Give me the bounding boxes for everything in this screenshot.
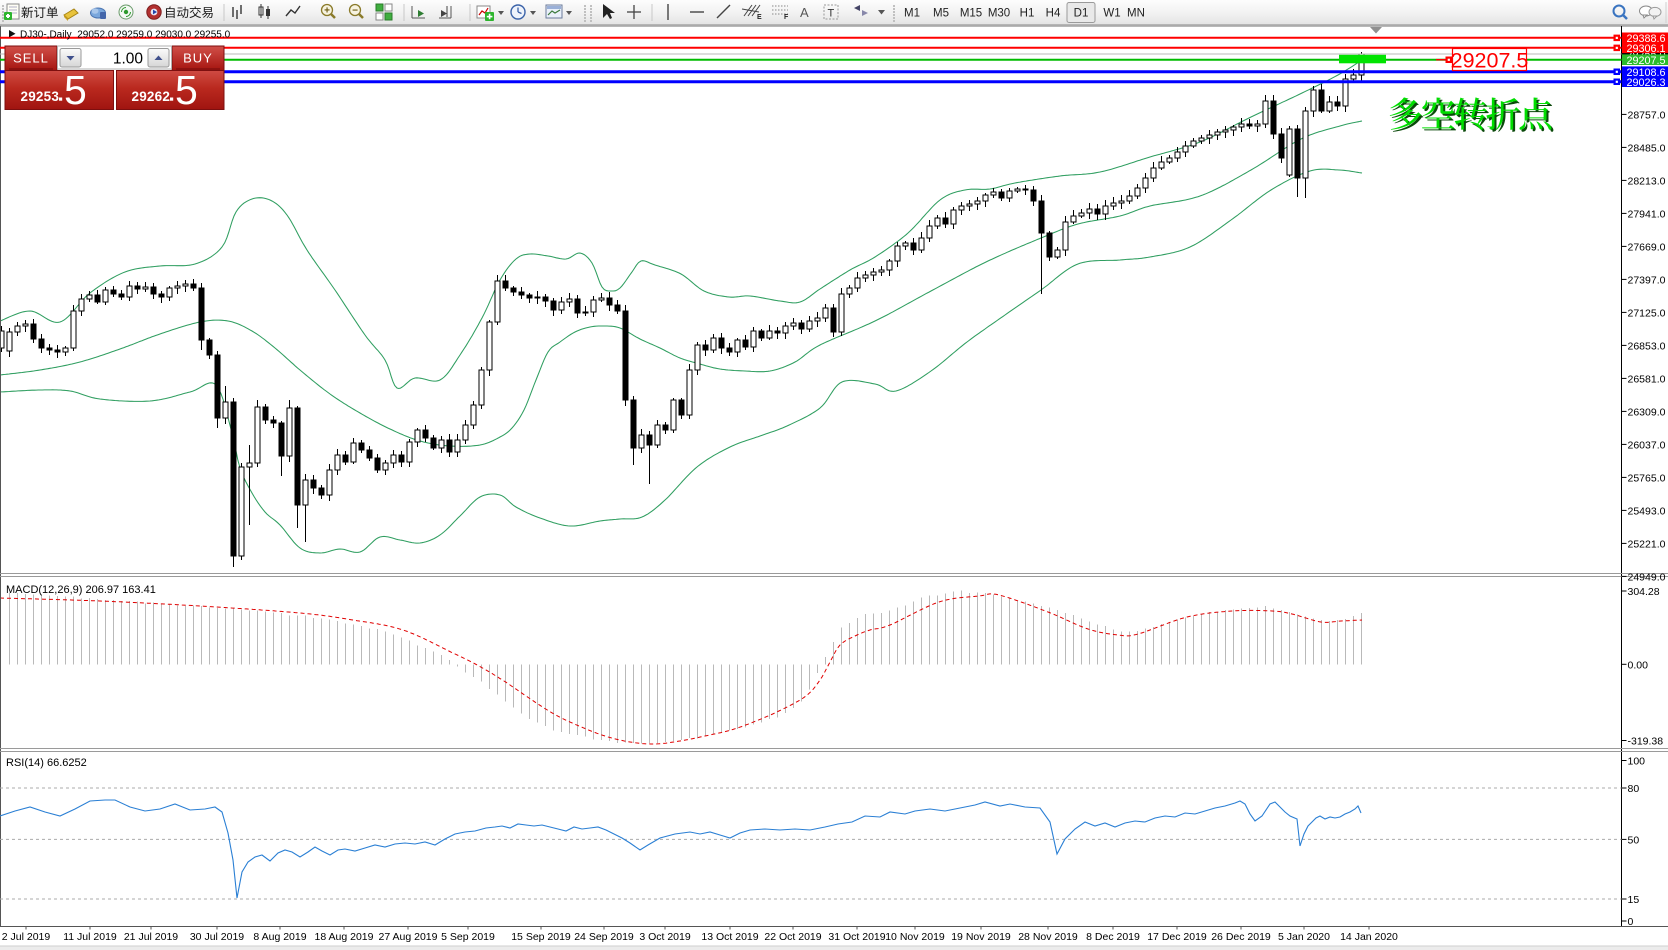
svg-text:W1: W1 — [1103, 8, 1120, 20]
svg-text:8 Dec 2019: 8 Dec 2019 — [1086, 931, 1140, 943]
svg-text:E: E — [757, 14, 762, 21]
svg-text:M15: M15 — [960, 8, 982, 20]
svg-text:19 Nov 2019: 19 Nov 2019 — [951, 931, 1011, 943]
svg-text:5 Sep 2019: 5 Sep 2019 — [441, 931, 495, 943]
svg-text:27125.0: 27125.0 — [1628, 307, 1666, 319]
svg-text:-319.38: -319.38 — [1628, 736, 1664, 748]
svg-text:BUY: BUY — [183, 51, 213, 66]
svg-text:26 Dec 2019: 26 Dec 2019 — [1211, 931, 1271, 943]
svg-text:M1: M1 — [904, 8, 920, 20]
svg-text:MACD(12,26,9) 206.97 163.41: MACD(12,26,9) 206.97 163.41 — [6, 584, 156, 596]
svg-text:29306.1: 29306.1 — [1627, 43, 1666, 55]
svg-text:10 Nov 2019: 10 Nov 2019 — [885, 931, 945, 943]
svg-text:M30: M30 — [988, 8, 1010, 20]
svg-text:D1: D1 — [1074, 8, 1089, 20]
svg-text:29207.5: 29207.5 — [1451, 49, 1529, 73]
svg-text:26853.0: 26853.0 — [1628, 340, 1666, 352]
svg-text:29253: 29253 — [21, 89, 60, 104]
svg-text:25221.0: 25221.0 — [1628, 538, 1666, 550]
svg-text:H1: H1 — [1020, 8, 1035, 20]
svg-text:RSI(14) 66.6252: RSI(14) 66.6252 — [6, 757, 87, 769]
svg-text:26037.0: 26037.0 — [1628, 439, 1666, 451]
svg-text:0.00: 0.00 — [1628, 659, 1649, 671]
svg-text:100: 100 — [1628, 756, 1646, 768]
svg-text:5: 5 — [64, 67, 87, 113]
svg-text:25493.0: 25493.0 — [1628, 505, 1666, 517]
svg-text:304.28: 304.28 — [1628, 586, 1660, 598]
svg-text:27669.0: 27669.0 — [1628, 241, 1666, 253]
svg-text:M5: M5 — [933, 8, 949, 20]
svg-text:2 Jul 2019: 2 Jul 2019 — [2, 931, 51, 943]
svg-text:28 Nov 2019: 28 Nov 2019 — [1018, 931, 1078, 943]
svg-text:30 Jul 2019: 30 Jul 2019 — [190, 931, 244, 943]
svg-text:0: 0 — [1628, 916, 1634, 928]
svg-text:MN: MN — [1127, 8, 1145, 20]
svg-text:29026.3: 29026.3 — [1627, 77, 1666, 89]
svg-text:H4: H4 — [1046, 8, 1061, 20]
svg-text:14 Jan 2020: 14 Jan 2020 — [1340, 931, 1398, 943]
svg-text:28757.0: 28757.0 — [1628, 109, 1666, 121]
svg-text:11 Jul 2019: 11 Jul 2019 — [63, 931, 117, 943]
svg-text:50: 50 — [1628, 834, 1640, 846]
svg-text:18 Aug 2019: 18 Aug 2019 — [315, 931, 374, 943]
svg-text:+: + — [324, 6, 330, 17]
svg-text:26581.0: 26581.0 — [1628, 373, 1666, 385]
svg-text:29108.6: 29108.6 — [1627, 67, 1666, 79]
svg-text:26309.0: 26309.0 — [1628, 406, 1666, 418]
svg-text:24 Sep 2019: 24 Sep 2019 — [574, 931, 634, 943]
svg-text:15 Sep 2019: 15 Sep 2019 — [511, 931, 571, 943]
svg-text:80: 80 — [1628, 783, 1640, 795]
svg-text:21 Jul 2019: 21 Jul 2019 — [124, 931, 178, 943]
svg-text:DJ30-,Daily 29052.0 29259.0 2: DJ30-,Daily 29052.0 29259.0 29030.0 2925… — [20, 30, 231, 41]
svg-text:T: T — [828, 8, 835, 20]
svg-text:F: F — [784, 14, 789, 21]
svg-text:25765.0: 25765.0 — [1628, 472, 1666, 484]
svg-text:1.00: 1.00 — [113, 51, 144, 68]
svg-text:29388.6: 29388.6 — [1627, 33, 1666, 45]
svg-text:15: 15 — [1628, 894, 1640, 906]
svg-text:27397.0: 27397.0 — [1628, 274, 1666, 286]
svg-text:29262: 29262 — [132, 89, 171, 104]
svg-text:5 Jan 2020: 5 Jan 2020 — [1278, 931, 1330, 943]
svg-text:28485.0: 28485.0 — [1628, 142, 1666, 154]
svg-text:SELL: SELL — [13, 51, 49, 66]
svg-text:22 Oct 2019: 22 Oct 2019 — [764, 931, 821, 943]
svg-text:27941.0: 27941.0 — [1628, 208, 1666, 220]
svg-text:27 Aug 2019: 27 Aug 2019 — [379, 931, 438, 943]
svg-text:24949.0: 24949.0 — [1628, 571, 1666, 583]
svg-text:8 Aug 2019: 8 Aug 2019 — [253, 931, 306, 943]
svg-text:17 Dec 2019: 17 Dec 2019 — [1147, 931, 1207, 943]
svg-text:−: − — [352, 6, 358, 17]
svg-text:3 Oct 2019: 3 Oct 2019 — [639, 931, 691, 943]
svg-text:31 Oct 2019: 31 Oct 2019 — [828, 931, 885, 943]
svg-text:A: A — [800, 5, 809, 20]
svg-text:28213.0: 28213.0 — [1628, 175, 1666, 187]
svg-text:5: 5 — [175, 67, 198, 113]
svg-text:29207.5: 29207.5 — [1627, 55, 1666, 67]
svg-text:13 Oct 2019: 13 Oct 2019 — [701, 931, 758, 943]
